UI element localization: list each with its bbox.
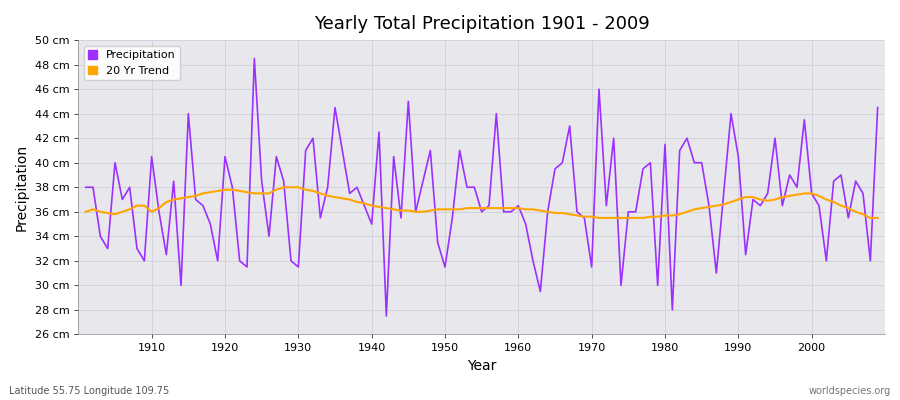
Precipitation xyxy=(80,185,91,190)
Precipitation xyxy=(872,105,883,110)
Precipitation xyxy=(616,283,626,288)
Precipitation xyxy=(527,258,538,263)
Precipitation xyxy=(308,136,319,141)
Precipitation xyxy=(352,185,363,190)
20 Yr Trend xyxy=(278,185,289,190)
20 Yr Trend xyxy=(872,216,883,220)
20 Yr Trend xyxy=(80,209,91,214)
X-axis label: Year: Year xyxy=(467,359,497,373)
20 Yr Trend xyxy=(308,188,319,193)
20 Yr Trend xyxy=(520,207,531,212)
Title: Yearly Total Precipitation 1901 - 2009: Yearly Total Precipitation 1901 - 2009 xyxy=(314,15,650,33)
Precipitation xyxy=(249,56,260,61)
Precipitation xyxy=(381,314,392,318)
Line: Precipitation: Precipitation xyxy=(86,58,878,316)
Y-axis label: Precipitation: Precipitation xyxy=(15,144,29,231)
20 Yr Trend xyxy=(139,203,149,208)
20 Yr Trend xyxy=(513,206,524,210)
Line: 20 Yr Trend: 20 Yr Trend xyxy=(86,187,878,218)
20 Yr Trend xyxy=(616,216,626,220)
Text: Latitude 55.75 Longitude 109.75: Latitude 55.75 Longitude 109.75 xyxy=(9,386,169,396)
Precipitation xyxy=(139,258,149,263)
Legend: Precipitation, 20 Yr Trend: Precipitation, 20 Yr Trend xyxy=(84,46,180,80)
20 Yr Trend xyxy=(594,216,605,220)
Text: worldspecies.org: worldspecies.org xyxy=(809,386,891,396)
20 Yr Trend xyxy=(352,200,363,204)
Precipitation xyxy=(520,222,531,226)
